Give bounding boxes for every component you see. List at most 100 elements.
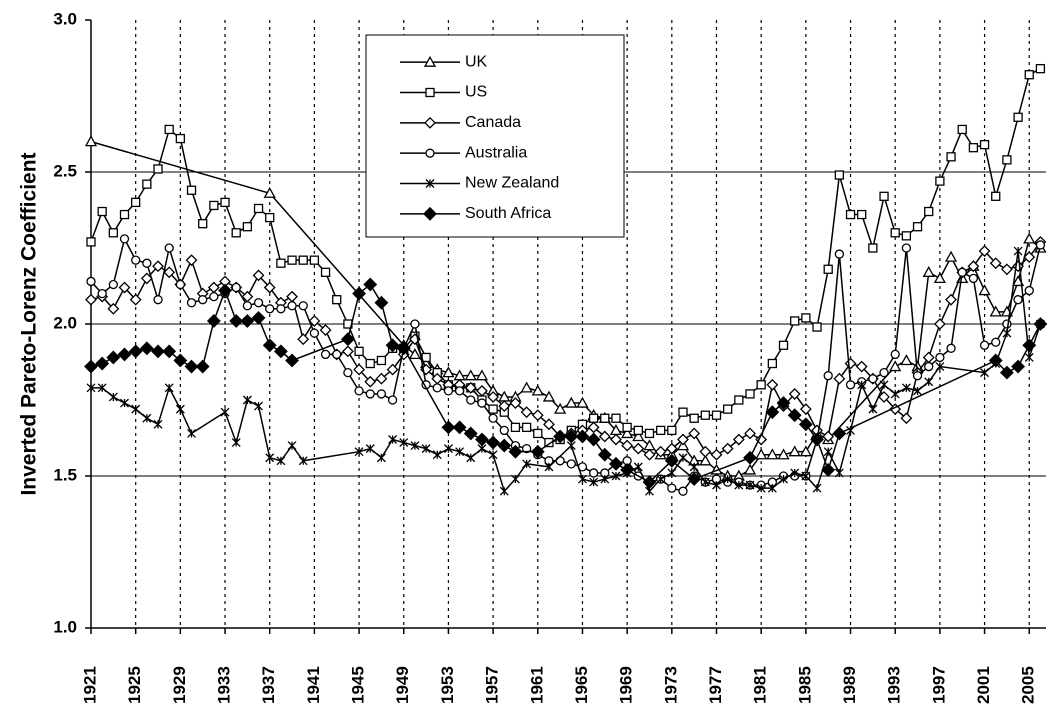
marker [1024, 285, 1034, 296]
marker [711, 410, 722, 420]
marker [107, 302, 120, 315]
marker [723, 404, 733, 414]
marker [700, 477, 710, 487]
marker [184, 359, 199, 374]
x-tick-label: 1997 [929, 666, 948, 704]
legend-label: South Africa [465, 205, 551, 222]
marker [1023, 232, 1036, 244]
marker [410, 319, 420, 329]
marker [924, 361, 934, 372]
marker [84, 135, 98, 147]
marker [588, 413, 599, 423]
marker [845, 209, 856, 220]
marker [922, 265, 935, 277]
x-tick-label: 1969 [617, 666, 636, 704]
marker [520, 381, 533, 393]
marker [388, 435, 398, 444]
x-tick-label: 1993 [885, 666, 904, 704]
marker [499, 486, 509, 496]
marker [499, 425, 509, 436]
x-tick-label: 1921 [80, 666, 99, 704]
marker [85, 293, 97, 306]
marker [129, 293, 142, 306]
marker [924, 377, 934, 387]
marker [195, 359, 210, 374]
marker [678, 486, 688, 496]
y-tick-label: 1.0 [53, 617, 77, 636]
marker [1002, 328, 1012, 338]
marker [354, 346, 364, 357]
marker [900, 412, 913, 425]
marker [86, 237, 96, 247]
marker [297, 333, 310, 346]
marker [441, 420, 456, 435]
marker [320, 349, 331, 360]
marker [209, 291, 219, 302]
marker [175, 133, 186, 144]
x-tick-label: 1977 [706, 666, 725, 704]
marker [231, 282, 241, 293]
marker [767, 358, 777, 369]
x-tick-label: 1989 [840, 666, 859, 704]
legend-label: US [465, 84, 487, 101]
marker [944, 250, 958, 262]
marker [912, 222, 923, 232]
marker [242, 301, 253, 311]
marker [486, 435, 501, 450]
marker [766, 448, 779, 460]
marker [656, 474, 666, 484]
marker [320, 267, 331, 277]
marker [120, 398, 129, 408]
marker [587, 421, 600, 434]
marker [265, 453, 275, 463]
marker [498, 400, 511, 412]
marker [832, 426, 847, 441]
marker [543, 418, 555, 431]
x-tick-label: 1949 [393, 666, 412, 704]
marker [186, 185, 197, 195]
marker [712, 480, 721, 490]
x-tick-label: 1957 [483, 666, 502, 704]
marker [231, 438, 241, 448]
marker [823, 371, 833, 381]
marker [834, 249, 845, 259]
marker [308, 315, 321, 327]
marker [352, 286, 366, 301]
y-tick-label: 3.0 [53, 9, 77, 28]
marker [119, 234, 130, 244]
marker [153, 295, 163, 305]
marker [466, 453, 476, 463]
marker [801, 471, 811, 481]
marker [421, 444, 431, 454]
marker [140, 272, 153, 285]
marker [1033, 317, 1048, 331]
marker [924, 206, 934, 217]
marker [319, 324, 332, 336]
marker [387, 395, 398, 405]
legend-label: Australia [465, 144, 527, 161]
marker [508, 444, 523, 459]
marker [343, 367, 353, 378]
marker [86, 383, 96, 393]
x-tick-label: 1941 [304, 666, 323, 704]
x-tick-label: 2005 [1019, 666, 1038, 704]
marker [564, 429, 579, 444]
marker [868, 404, 878, 414]
marker [597, 447, 612, 462]
marker [509, 397, 522, 409]
marker [991, 191, 1001, 201]
marker [734, 480, 744, 490]
marker [142, 258, 152, 268]
legend-marker [423, 55, 437, 67]
marker [632, 430, 645, 442]
marker [363, 277, 378, 292]
marker [185, 254, 198, 267]
y-tick-label: 1.5 [53, 465, 77, 484]
marker [779, 474, 788, 484]
marker [957, 267, 967, 277]
marker [799, 445, 812, 457]
legend-marker [425, 87, 435, 98]
marker [734, 395, 744, 405]
marker [252, 269, 265, 282]
